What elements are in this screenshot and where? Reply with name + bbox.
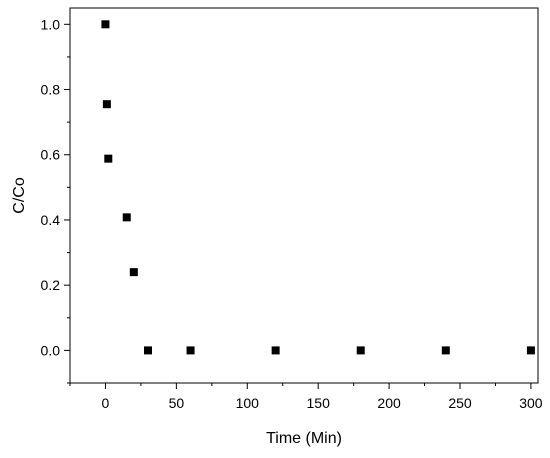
data-point	[356, 346, 365, 355]
x-tick-label: 100	[236, 395, 260, 411]
y-tick-label: 0.8	[41, 82, 61, 98]
data-point	[101, 20, 110, 29]
data-point	[104, 154, 113, 163]
data-point	[129, 268, 138, 277]
data-point	[102, 100, 111, 109]
data-points	[101, 20, 535, 355]
x-axis: 0 50 100 150 200 250 300	[69, 383, 543, 411]
y-tick-label: 0.2	[41, 277, 61, 293]
y-tick-label: 0.0	[41, 342, 61, 358]
y-axis-title: C/Co	[11, 177, 28, 214]
y-tick-label: 0.6	[41, 147, 61, 163]
x-tick-label: 200	[377, 395, 401, 411]
y-tick-label: 1.0	[41, 16, 61, 32]
plot-border	[69, 7, 539, 384]
data-point	[526, 346, 535, 355]
data-point	[144, 346, 152, 355]
data-point	[122, 213, 131, 222]
x-tick-label: 50	[169, 395, 185, 411]
x-tick-label: 250	[448, 395, 472, 411]
data-point	[441, 346, 450, 355]
plot-frame	[69, 7, 539, 384]
data-point	[271, 346, 280, 355]
data-point	[186, 346, 195, 355]
x-tick-label: 0	[102, 395, 110, 411]
x-axis-title: Time (Min)	[266, 430, 342, 447]
x-tick-label: 300	[519, 395, 543, 411]
x-tick-label: 150	[307, 395, 331, 411]
y-axis: 0.0 0.2 0.4 0.6 0.8 1.0	[41, 16, 70, 384]
y-tick-label: 0.4	[41, 212, 61, 228]
